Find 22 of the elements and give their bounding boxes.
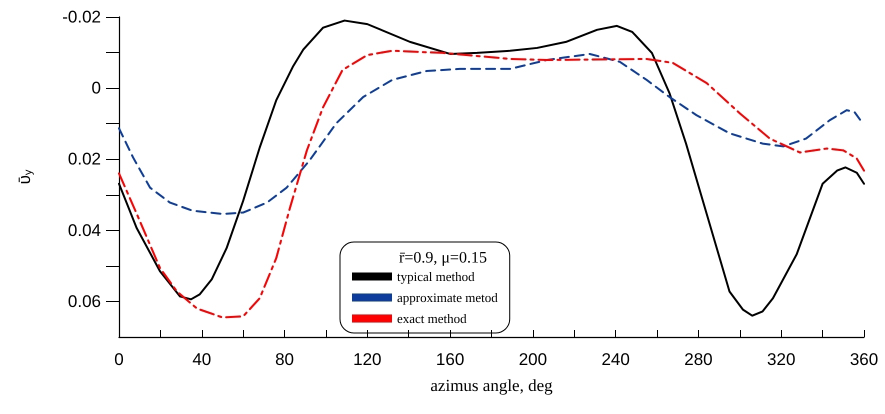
x-tick-label: 320 xyxy=(767,350,796,369)
x-tick-label: 360 xyxy=(850,350,878,369)
x-tick-label: 200 xyxy=(518,350,548,369)
x-tick-label: 120 xyxy=(353,350,382,369)
x-axis-title: azimus angle, deg xyxy=(430,376,554,395)
legend-label: approximate metod xyxy=(397,290,498,305)
x-tick-label: 160 xyxy=(436,350,464,369)
y-tick-label: 0.02 xyxy=(68,150,101,169)
y-tick-label: -0.02 xyxy=(62,8,101,26)
line-series xyxy=(118,52,863,215)
x-tick-label: 80 xyxy=(275,350,294,369)
y-tick-label: 0.06 xyxy=(68,292,101,311)
x-tick-label: 240 xyxy=(601,350,630,369)
y-axis-title: ῡy xyxy=(15,169,34,184)
y-tick-label: 0 xyxy=(92,78,101,98)
x-tick-label: 0 xyxy=(114,350,124,369)
legend-label: typical method xyxy=(397,269,476,284)
y-tick-label: 0.04 xyxy=(68,220,101,240)
legend-title: r̄=0.9, μ=0.15 xyxy=(399,250,487,266)
x-tick-label: 40 xyxy=(192,350,212,369)
legend-label: exact method xyxy=(397,311,468,326)
x-tick-label: 280 xyxy=(684,350,713,369)
